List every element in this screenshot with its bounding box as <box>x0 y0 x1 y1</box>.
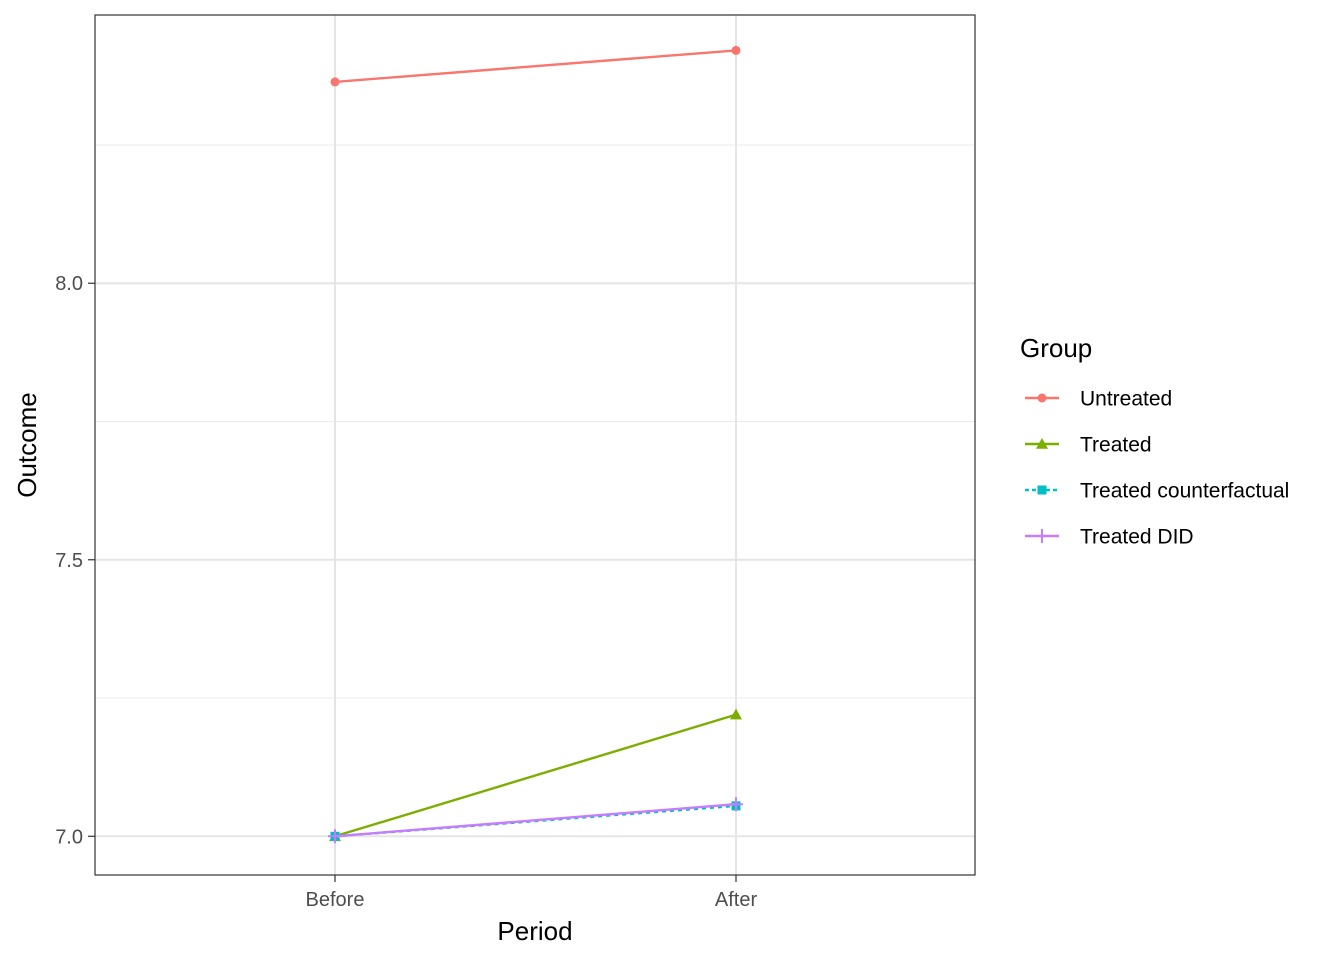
data-point-0-1 <box>731 45 741 55</box>
y-axis-title: Outcome <box>12 392 42 498</box>
series-line-0 <box>334 49 737 84</box>
legend: Untreated Treated Treated counterfactual Tr… <box>1025 388 1289 549</box>
legend-key-marker-3 <box>1035 529 1049 543</box>
legend-key-marker-1 <box>1036 438 1048 449</box>
legend-key-marker-0 <box>1037 393 1047 403</box>
data-point-3-0 <box>328 829 342 844</box>
plot-border <box>94 14 976 876</box>
series-layer <box>328 45 743 844</box>
legend-label-3: Treated DID <box>1080 526 1194 549</box>
x-axis-title: Period <box>497 916 572 946</box>
legend-label-2: Treated counterfactual <box>1080 480 1289 503</box>
data-point-3-1 <box>729 797 743 812</box>
legend-key-marker-2 <box>1037 485 1047 495</box>
y-tick-label: 7.5 <box>55 550 83 572</box>
y-tick-label: 8.0 <box>55 273 83 295</box>
series-line-1 <box>334 713 737 838</box>
x-tick-label: Before <box>306 889 365 911</box>
grid-layer <box>95 15 975 875</box>
legend-label-1: Treated <box>1080 434 1152 457</box>
x-tick-label: After <box>715 889 758 911</box>
legend-label-0: Untreated <box>1080 388 1172 411</box>
data-point-1-1 <box>730 708 742 720</box>
series-line-3 <box>334 803 737 838</box>
plot-background <box>95 15 975 875</box>
legend-title: Group <box>1020 333 1092 363</box>
axis-layer: 7.0 7.5 8.0 Before After <box>55 273 757 911</box>
data-point-0-0 <box>330 77 340 87</box>
y-tick-label: 7.0 <box>55 826 83 848</box>
